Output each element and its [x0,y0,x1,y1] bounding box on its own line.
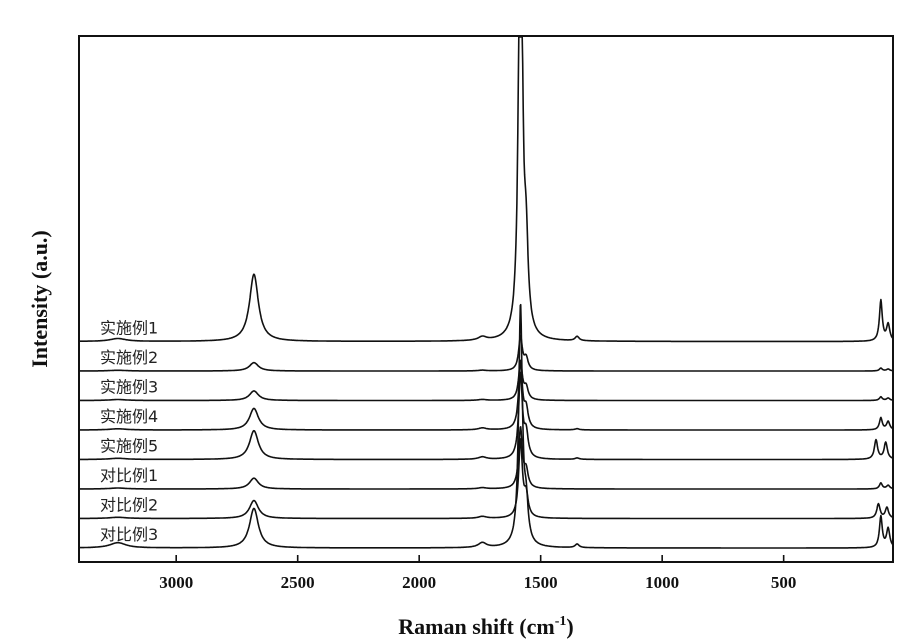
series-line [78,303,894,549]
series-label: 实施例2 [100,348,158,367]
series-line [78,426,894,490]
x-tick-label: 2000 [402,573,436,592]
series-label: 对比例1 [100,466,158,485]
series-label: 实施例4 [100,407,158,426]
x-tick-label: 2500 [281,573,315,592]
series-line [78,438,894,520]
series-labels: 实施例1 实施例2 实施例3 实施例4 实施例5 对比例1 对比例2 对比例3 [100,319,158,545]
spectrum-traces [78,36,894,549]
series-label: 实施例1 [100,319,158,338]
series-line [78,359,894,431]
x-tick-label: 3000 [159,573,193,592]
series-label: 对比例2 [100,496,158,515]
series-label: 实施例3 [100,378,158,397]
series-line [78,36,894,343]
x-tick-label: 500 [771,573,797,592]
series-line [78,359,894,402]
series-label: 对比例3 [100,525,158,544]
plot-frame [78,35,894,563]
x-tick-label: 1000 [645,573,679,592]
series-line [78,371,894,461]
series-line [78,334,894,372]
x-axis-title: Raman shift (cm-1) [398,614,573,639]
x-tick-label: 1500 [524,573,558,592]
y-axis-title: Intensity (a.u.) [27,230,52,368]
series-label: 实施例5 [100,437,158,456]
x-axis-ticks: 3000 2500 2000 1500 1000 500 [159,555,796,592]
